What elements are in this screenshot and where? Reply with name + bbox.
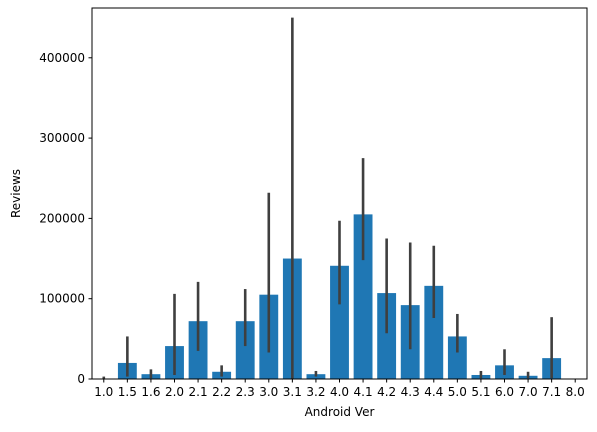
x-tick-label: 4.0 [330, 385, 349, 399]
bar-4.1 [353, 214, 373, 379]
y-tick-label: 300000 [39, 131, 85, 145]
x-tick-label: 1.6 [141, 385, 160, 399]
bar-2.3 [235, 321, 255, 379]
error-bars-group [102, 17, 553, 379]
x-tick-label: 4.2 [377, 385, 396, 399]
x-tick-label: 2.0 [165, 385, 184, 399]
x-tick-label: 4.4 [424, 385, 443, 399]
x-tick-label: 5.0 [448, 385, 467, 399]
y-axis-title: Reviews [9, 169, 23, 218]
plot-frame [91, 7, 588, 380]
x-tick-label: 7.0 [519, 385, 538, 399]
x-tick-label: 3.0 [259, 385, 278, 399]
y-tick-label: 200000 [39, 211, 85, 225]
bar-4.4 [424, 285, 444, 379]
x-tick-label: 2.2 [212, 385, 231, 399]
y-tick-label: 100000 [39, 292, 85, 306]
x-tick-label: 4.1 [354, 385, 373, 399]
x-tick-label: 4.3 [401, 385, 420, 399]
x-tick-label: 8.0 [566, 385, 585, 399]
x-tick-label: 1.5 [118, 385, 137, 399]
x-tick-label: 6.0 [495, 385, 514, 399]
bar-4.2 [377, 293, 397, 379]
x-axis-title: Android Ver [305, 405, 375, 419]
x-tick-label: 3.1 [283, 385, 302, 399]
y-tick-label: 400000 [39, 51, 85, 65]
x-tick-label: 2.1 [189, 385, 208, 399]
bar-5.0 [447, 336, 467, 379]
x-tick-label: 1.0 [94, 385, 113, 399]
x-axis-ticks: 1.0 1.5 1.6 2.0 2.1 2.2 2.3 3.0 3.1 3.2 4.0 4.1 4.2 4… [94, 379, 585, 399]
x-tick-label: 5.1 [471, 385, 490, 399]
y-tick-label: 0 [77, 372, 85, 386]
y-axis-ticks: 0 100000 200000 300000 400000 [39, 51, 92, 386]
x-tick-label: 7.1 [542, 385, 561, 399]
x-tick-label: 2.3 [236, 385, 255, 399]
bar-4.0 [330, 265, 349, 379]
x-tick-label: 3.2 [306, 385, 325, 399]
